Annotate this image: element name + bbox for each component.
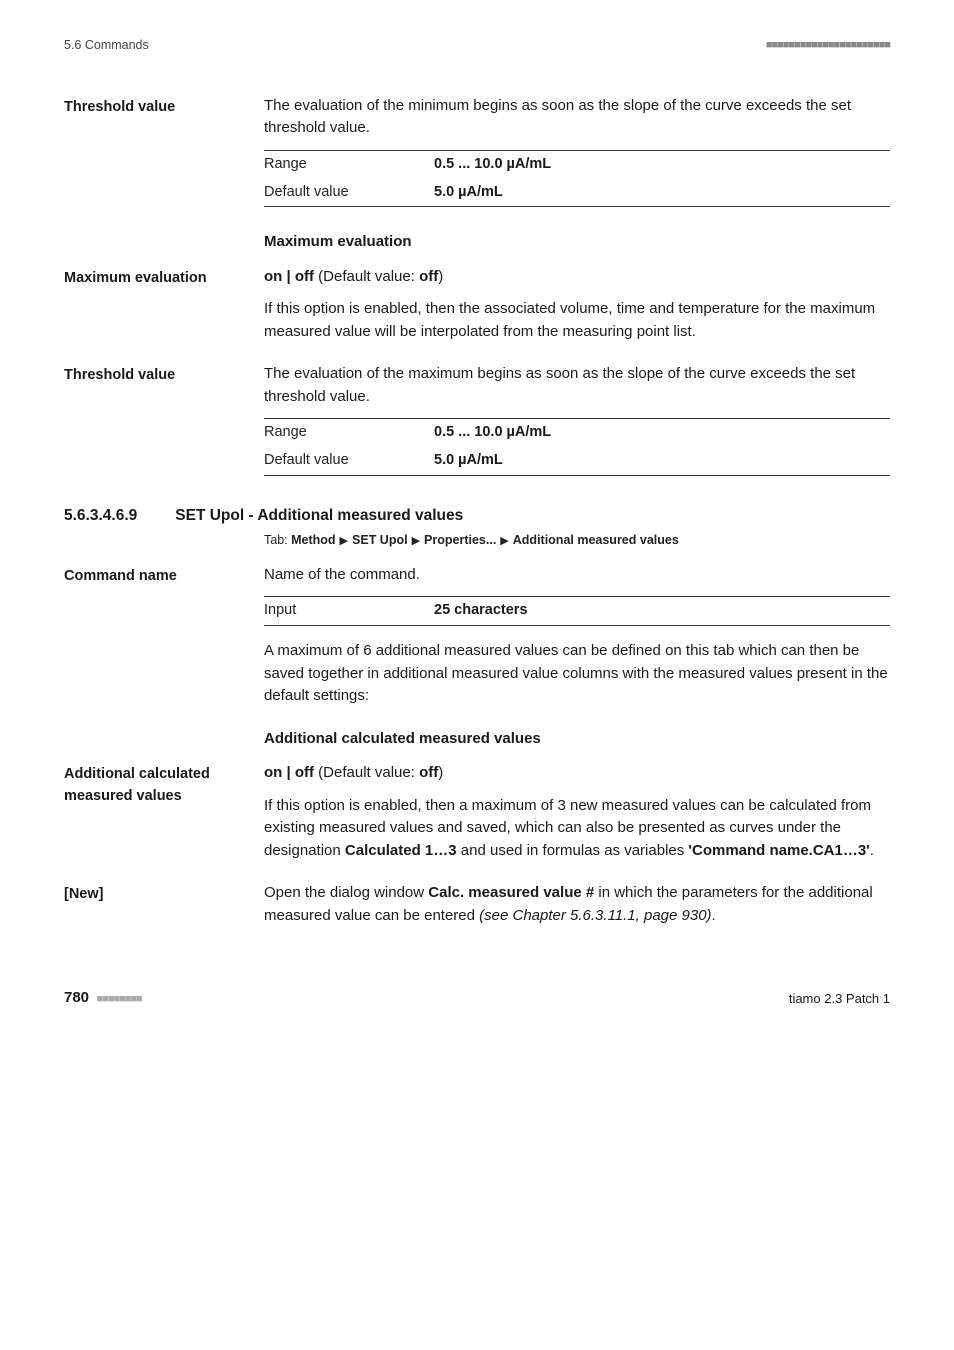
- heading-command-name: Command name: [64, 564, 264, 718]
- tab-breadcrumb: Tab: Method▶SET Upol▶Properties...▶Addit…: [264, 531, 890, 550]
- page-number: 780: [64, 989, 89, 1006]
- heading-threshold-max: Threshold value: [64, 363, 264, 490]
- toggle-max-eval: on | off (Default value: off): [264, 266, 890, 289]
- desc-new-button: Open the dialog window Calc. measured va…: [264, 882, 890, 927]
- toggle-mid: (Default value:: [314, 764, 419, 781]
- section-numbered-heading: 5.6.3.4.6.9 SET Upol - Additional measur…: [64, 504, 890, 527]
- desc-d: 'Command name.CA1…3': [688, 842, 869, 859]
- desc-e: .: [870, 842, 874, 859]
- body-new-button: Open the dialog window Calc. measured va…: [264, 882, 890, 937]
- row-default: Default value 5.0 µA/mL: [264, 447, 890, 475]
- cell-default-value: 5.0 µA/mL: [434, 179, 890, 207]
- row-range: Range 0.5 ... 10.0 µA/mL: [264, 419, 890, 447]
- cell-range-value: 0.5 ... 10.0 µA/mL: [434, 150, 890, 178]
- cell-default-label: Default value: [264, 447, 434, 475]
- section-threshold-min: Threshold value The evaluation of the mi…: [64, 95, 890, 222]
- heading-new-button: [New]: [64, 882, 264, 937]
- cell-default-value: 5.0 µA/mL: [434, 447, 890, 475]
- runhead-dots: ■■■■■■■■■■■■■■■■■■■■■■: [766, 37, 890, 54]
- cell-range-label: Range: [264, 150, 434, 178]
- subhead-add-calc: Additional calculated measured values: [264, 728, 890, 751]
- desc-a: Open the dialog window: [264, 884, 428, 901]
- tab-pre: Tab:: [264, 533, 291, 547]
- body-threshold-max: The evaluation of the maximum begins as …: [264, 363, 890, 490]
- body-command-name: Name of the command. Input 25 characters…: [264, 564, 890, 718]
- section-number: 5.6.3.4.6.9: [64, 504, 137, 527]
- desc-b: Calculated 1…3: [345, 842, 457, 859]
- toggle-val: off: [419, 268, 438, 285]
- runhead-left: 5.6 Commands: [64, 36, 149, 55]
- tab-p1: Method: [291, 533, 335, 547]
- desc-threshold-max: The evaluation of the maximum begins as …: [264, 363, 890, 408]
- footer-dots: ■■■■■■■■: [97, 993, 142, 1005]
- tab-p3: Properties...: [424, 533, 496, 547]
- desc-b: Calc. measured value #: [428, 884, 594, 901]
- section-threshold-max: Threshold value The evaluation of the ma…: [64, 363, 890, 490]
- heading-add-calc: Additional calculated measured values: [64, 762, 264, 872]
- toggle-add-calc: on | off (Default value: off): [264, 762, 890, 785]
- toggle-pre: on | off: [264, 268, 314, 285]
- row-range: Range 0.5 ... 10.0 µA/mL: [264, 150, 890, 178]
- table-threshold-min: Range 0.5 ... 10.0 µA/mL Default value 5…: [264, 150, 890, 208]
- desc-e: .: [712, 907, 716, 924]
- cell-input-value: 25 characters: [434, 597, 890, 626]
- desc-d: (see Chapter 5.6.3.11.1, page 930): [479, 907, 711, 924]
- arrow-icon: ▶: [408, 535, 424, 547]
- cell-range-label: Range: [264, 419, 434, 447]
- section-max-eval: Maximum evaluation on | off (Default val…: [64, 266, 890, 354]
- row-input: Input 25 characters: [264, 597, 890, 626]
- running-header: 5.6 Commands ■■■■■■■■■■■■■■■■■■■■■■: [64, 36, 890, 55]
- toggle-mid: (Default value:: [314, 268, 419, 285]
- desc-c: and used in formulas as variables: [457, 842, 689, 859]
- heading-max-eval: Maximum evaluation: [64, 266, 264, 354]
- tab-p2: SET Upol: [352, 533, 408, 547]
- section-add-calc: Additional calculated measured values on…: [64, 762, 890, 872]
- footer-left: 780 ■■■■■■■■: [64, 987, 142, 1010]
- section-title: SET Upol - Additional measured values: [175, 504, 463, 527]
- subhead-max-eval: Maximum evaluation: [264, 231, 890, 254]
- after-command-name: A maximum of 6 additional measured value…: [264, 640, 890, 708]
- arrow-icon: ▶: [496, 535, 512, 547]
- footer-right: tiamo 2.3 Patch 1: [789, 989, 890, 1009]
- toggle-post: ): [438, 268, 443, 285]
- body-max-eval: on | off (Default value: off) If this op…: [264, 266, 890, 354]
- desc-threshold-min: The evaluation of the minimum begins as …: [264, 95, 890, 140]
- table-threshold-max: Range 0.5 ... 10.0 µA/mL Default value 5…: [264, 418, 890, 476]
- page-footer: 780 ■■■■■■■■ tiamo 2.3 Patch 1: [64, 987, 890, 1010]
- cell-default-label: Default value: [264, 179, 434, 207]
- desc-add-calc: If this option is enabled, then a maximu…: [264, 795, 890, 863]
- desc-max-eval: If this option is enabled, then the asso…: [264, 298, 890, 343]
- tab-p4: Additional measured values: [513, 533, 679, 547]
- section-new-button: [New] Open the dialog window Calc. measu…: [64, 882, 890, 937]
- table-command-name: Input 25 characters: [264, 596, 890, 626]
- toggle-post: ): [438, 764, 443, 781]
- cell-input-label: Input: [264, 597, 434, 626]
- cell-range-value: 0.5 ... 10.0 µA/mL: [434, 419, 890, 447]
- section-command-name: Command name Name of the command. Input …: [64, 564, 890, 718]
- toggle-pre: on | off: [264, 764, 314, 781]
- arrow-icon: ▶: [336, 535, 352, 547]
- row-default: Default value 5.0 µA/mL: [264, 179, 890, 207]
- body-threshold-min: The evaluation of the minimum begins as …: [264, 95, 890, 222]
- body-add-calc: on | off (Default value: off) If this op…: [264, 762, 890, 872]
- desc-command-name: Name of the command.: [264, 564, 890, 587]
- toggle-val: off: [419, 764, 438, 781]
- heading-threshold-min: Threshold value: [64, 95, 264, 222]
